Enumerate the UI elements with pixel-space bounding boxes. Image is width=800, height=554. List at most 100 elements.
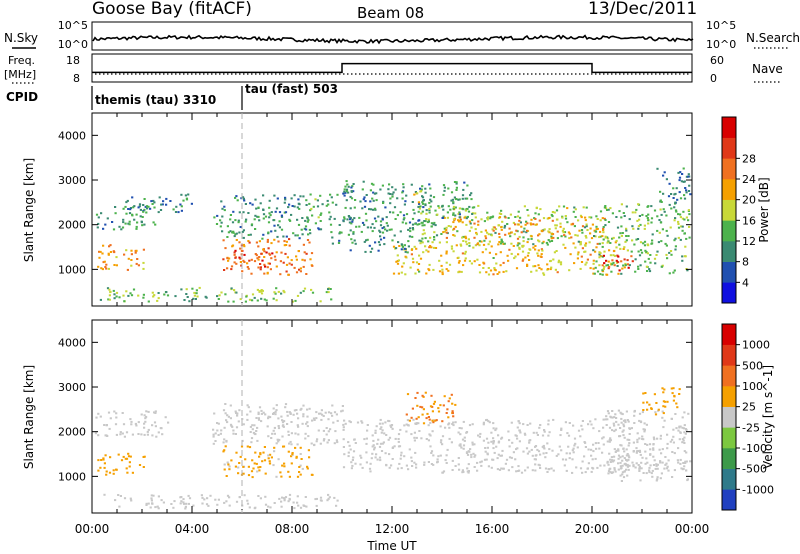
heatmap-cell — [615, 259, 618, 262]
heatmap-cell — [614, 413, 617, 416]
heatmap-cell — [428, 246, 431, 249]
heatmap-cell — [241, 230, 244, 233]
heatmap-cell — [505, 458, 509, 461]
heatmap-cell — [354, 462, 357, 465]
heatmap-cell — [657, 409, 660, 412]
heatmap-cell — [646, 461, 649, 464]
heatmap-cell — [455, 198, 458, 200]
y-tick-label: 1000 — [58, 263, 86, 276]
heatmap-cell — [353, 438, 356, 441]
heatmap-cell — [227, 415, 230, 418]
heatmap-cell — [379, 235, 382, 238]
heatmap-cell — [523, 227, 526, 230]
heatmap-cell — [117, 453, 120, 456]
heatmap-cell — [411, 257, 415, 260]
heatmap-cell — [544, 467, 548, 470]
heatmap-cell — [214, 440, 217, 442]
heatmap-cell — [411, 465, 414, 467]
heatmap-cell — [274, 229, 277, 232]
heatmap-cell — [493, 226, 496, 229]
heatmap-cell — [571, 222, 575, 225]
heatmap-cell — [448, 263, 452, 266]
heatmap-cell — [235, 195, 238, 198]
heatmap-cell — [501, 220, 504, 223]
heatmap-cell — [609, 461, 612, 463]
heatmap-cell — [292, 501, 295, 504]
heatmap-cell — [447, 423, 450, 426]
heatmap-cell — [635, 451, 638, 454]
heatmap-cell — [539, 208, 542, 211]
heatmap-cell — [143, 433, 146, 436]
heatmap-cell — [154, 412, 157, 414]
heatmap-cell — [379, 188, 382, 191]
heatmap-cell — [645, 215, 648, 217]
heatmap-cell — [481, 251, 484, 254]
heatmap-cell — [331, 236, 334, 239]
heatmap-cell — [130, 499, 133, 502]
heatmap-cell — [571, 458, 574, 461]
heatmap-cell — [415, 436, 418, 439]
heatmap-cell — [584, 242, 588, 245]
heatmap-cell — [108, 294, 111, 297]
heatmap-cell — [241, 418, 244, 420]
heatmap-cell — [369, 189, 372, 192]
heatmap-cell — [246, 266, 249, 268]
heatmap-cell — [484, 447, 487, 449]
heatmap-cell — [429, 205, 432, 208]
heatmap-cell — [105, 267, 108, 270]
heatmap-cell — [628, 264, 631, 267]
heatmap-cell — [256, 426, 259, 429]
heatmap-cell — [112, 472, 115, 475]
heatmap-cell — [662, 400, 665, 403]
heatmap-cell — [266, 238, 269, 241]
heatmap-cell — [230, 459, 233, 462]
heatmap-cell — [421, 394, 424, 397]
heatmap-cell — [267, 247, 270, 250]
heatmap-cell — [652, 447, 655, 450]
heatmap-cell — [374, 432, 377, 434]
heatmap-cell — [559, 225, 562, 228]
heatmap-cell — [399, 457, 402, 460]
heatmap-cell — [560, 427, 563, 430]
heatmap-cell — [428, 433, 431, 436]
heatmap-cell — [462, 235, 465, 238]
heatmap-cell — [127, 208, 130, 210]
heatmap-cell — [558, 445, 561, 448]
heatmap-cell — [157, 297, 160, 300]
heatmap-cell — [634, 466, 637, 469]
heatmap-cell — [657, 241, 660, 244]
heatmap-cell — [225, 419, 228, 422]
heatmap-cell — [552, 258, 555, 261]
heatmap-cell — [276, 197, 279, 200]
colorbar-tick-label: -500 — [742, 463, 767, 476]
heatmap-cell — [501, 449, 504, 452]
heatmap-cell — [143, 414, 146, 417]
heatmap-cell — [461, 221, 464, 224]
heatmap-cell — [302, 404, 305, 407]
heatmap-cell — [347, 185, 350, 188]
heatmap-cell — [490, 431, 493, 434]
heatmap-cell — [462, 208, 465, 211]
heatmap-cell — [297, 425, 300, 428]
heatmap-cell — [639, 264, 642, 267]
heatmap-cell — [463, 436, 466, 439]
heatmap-cell — [644, 462, 647, 465]
heatmap-cell — [618, 243, 621, 246]
heatmap-cell — [589, 253, 592, 256]
heatmap-cell — [232, 300, 235, 303]
heatmap-cell — [350, 467, 353, 470]
heatmap-cell — [160, 203, 163, 206]
heatmap-cell — [626, 263, 630, 266]
heatmap-cell — [343, 453, 346, 456]
heatmap-cell — [459, 243, 462, 246]
heatmap-cell — [680, 225, 683, 228]
heatmap-cell — [606, 209, 609, 211]
colorbar-swatch — [722, 365, 736, 387]
heatmap-cell — [283, 462, 286, 465]
heatmap-cell — [498, 216, 502, 219]
heatmap-cell — [342, 423, 345, 426]
heatmap-cell — [651, 475, 654, 478]
heatmap-cell — [518, 235, 521, 238]
heatmap-cell — [438, 259, 441, 262]
